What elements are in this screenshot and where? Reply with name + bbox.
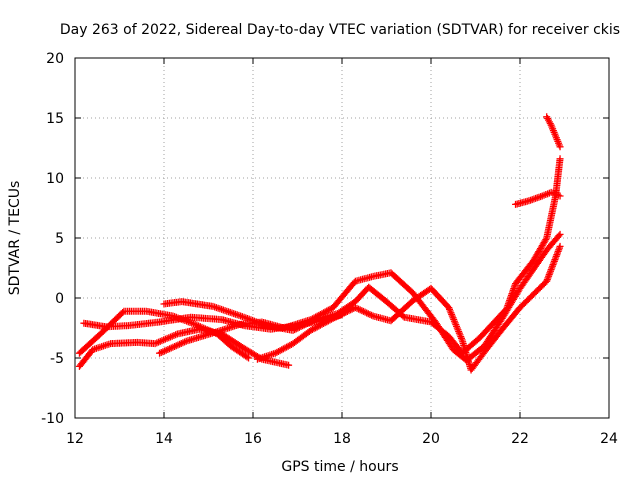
data-point: [542, 236, 550, 244]
data-point: [331, 314, 339, 322]
data-point: [169, 343, 177, 351]
data-point: [285, 361, 293, 369]
data-point: [556, 242, 564, 250]
series-track-2: [75, 307, 253, 362]
series-track-1: [75, 325, 293, 370]
data-point: [334, 312, 342, 320]
data-point: [299, 322, 307, 330]
data-point: [159, 348, 167, 356]
data-point: [161, 347, 169, 355]
x-tick-label: 18: [333, 431, 351, 447]
data-point: [119, 308, 127, 316]
data-point: [302, 320, 310, 328]
data-point: [245, 354, 253, 362]
data-point: [164, 345, 172, 353]
series-layer: [75, 113, 564, 374]
chart-title: Day 263 of 2022, Sidereal Day-to-day VTE…: [60, 22, 620, 38]
data-point: [556, 155, 564, 163]
data-point: [289, 326, 297, 334]
y-tick-label: -5: [50, 351, 64, 367]
data-point: [292, 325, 300, 333]
data-point: [181, 338, 189, 346]
x-tick-label: 24: [600, 431, 618, 447]
data-point: [171, 342, 179, 350]
data-point: [307, 318, 315, 326]
data-point: [339, 310, 347, 318]
y-tick-label: 5: [55, 231, 64, 247]
data-point: [297, 323, 305, 331]
x-tick-label: 14: [155, 431, 173, 447]
data-point: [399, 312, 407, 320]
data-point: [329, 314, 337, 322]
data-point: [174, 341, 182, 349]
data-point: [295, 323, 303, 331]
grid-layer: [75, 58, 609, 418]
y-tick-label: 15: [46, 111, 64, 127]
data-point: [291, 326, 299, 334]
data-point: [351, 304, 359, 312]
data-point: [243, 353, 251, 361]
data-point: [368, 311, 376, 319]
data-point: [366, 310, 374, 318]
data-point: [300, 321, 308, 329]
data-point: [156, 349, 164, 357]
x-tick-label: 16: [244, 431, 262, 447]
data-point: [361, 308, 369, 316]
data-point: [358, 307, 366, 315]
x-tick-label: 12: [66, 431, 84, 447]
data-point: [347, 306, 355, 314]
y-tick-label: 20: [46, 51, 64, 67]
data-point: [176, 340, 184, 348]
data-point: [179, 339, 187, 347]
data-point: [348, 305, 356, 313]
y-axis-label: SDTVAR / TECUs: [7, 181, 23, 296]
x-tick-label: 22: [511, 431, 529, 447]
data-point: [157, 348, 165, 356]
data-point: [555, 232, 563, 240]
data-point: [167, 344, 175, 352]
data-point: [166, 345, 174, 353]
data-point: [172, 342, 180, 350]
x-tick-label: 20: [422, 431, 440, 447]
data-point: [340, 309, 348, 317]
y-tick-label: 10: [46, 171, 64, 187]
data-point: [556, 143, 564, 151]
data-point: [303, 319, 311, 327]
data-point: [305, 319, 313, 327]
data-point: [337, 311, 345, 319]
data-point: [310, 316, 318, 324]
data-point: [556, 230, 564, 238]
series-track-8: [543, 113, 564, 151]
y-tick-label: -10: [41, 411, 64, 427]
y-tick-label: 0: [55, 291, 64, 307]
data-point: [355, 305, 363, 313]
data-point: [356, 306, 364, 314]
series-track-7: [512, 188, 564, 208]
data-point: [294, 324, 302, 332]
data-point: [335, 311, 343, 319]
data-point: [364, 310, 372, 318]
data-point: [353, 304, 361, 312]
x-axis-label: GPS time / hours: [281, 459, 398, 475]
data-point: [162, 346, 170, 354]
data-point: [345, 307, 353, 315]
data-point: [359, 307, 367, 315]
data-point: [343, 307, 351, 315]
data-point: [308, 317, 316, 325]
data-point: [342, 308, 350, 316]
data-point: [177, 339, 185, 347]
data-point: [332, 313, 340, 321]
data-point: [363, 309, 371, 317]
data-point: [328, 315, 336, 323]
data-point: [546, 120, 554, 128]
tick-layer: 12 14 16 18 20 22 24 -10 -5 0 5 10 15 20: [41, 51, 618, 447]
data-point: [556, 192, 564, 200]
series-track-6: [253, 242, 564, 374]
